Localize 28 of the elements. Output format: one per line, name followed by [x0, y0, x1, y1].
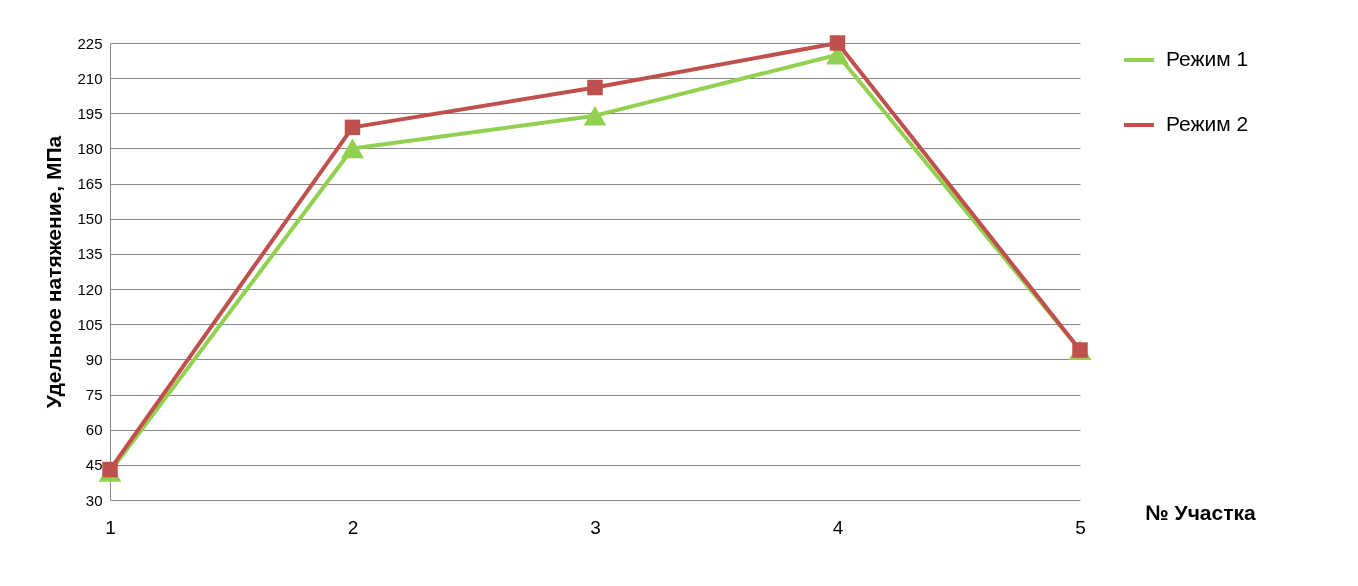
point: [587, 79, 603, 96]
point: [583, 105, 607, 126]
legend-label: Режим 1: [1166, 47, 1249, 70]
legend-label: Режим 2: [1166, 112, 1249, 135]
y-tick-label: 105: [77, 315, 103, 333]
point: [341, 138, 364, 159]
y-tick-label: 120: [77, 280, 103, 298]
y-tick-label: 75: [85, 386, 103, 404]
y-tick-label: 90: [85, 350, 103, 368]
y-tick-label: 225: [77, 34, 103, 52]
x-tick-label: 1: [105, 516, 116, 538]
y-tick-label: 165: [77, 175, 103, 193]
y-tick-label: 195: [77, 104, 103, 122]
x-tick-label: 3: [590, 516, 601, 538]
x-tick-label: 5: [1075, 516, 1086, 538]
y-tick-label: 210: [77, 69, 103, 87]
y-axis-title: Удельное натяжение, МПа: [42, 135, 66, 409]
y-tick-label: 150: [77, 210, 103, 228]
y-tick-label: 180: [77, 139, 103, 157]
x-tick-label: 4: [832, 516, 844, 538]
point: [344, 119, 361, 136]
y-tick-label: 45: [85, 456, 103, 474]
y-tick-label: 135: [77, 245, 103, 263]
y-tick-label: 60: [85, 421, 103, 439]
y-tick-label: 30: [85, 491, 103, 509]
x-axis-title: № Участка: [1145, 500, 1256, 524]
x-tick-label: 2: [347, 516, 359, 538]
point: [829, 35, 846, 51]
